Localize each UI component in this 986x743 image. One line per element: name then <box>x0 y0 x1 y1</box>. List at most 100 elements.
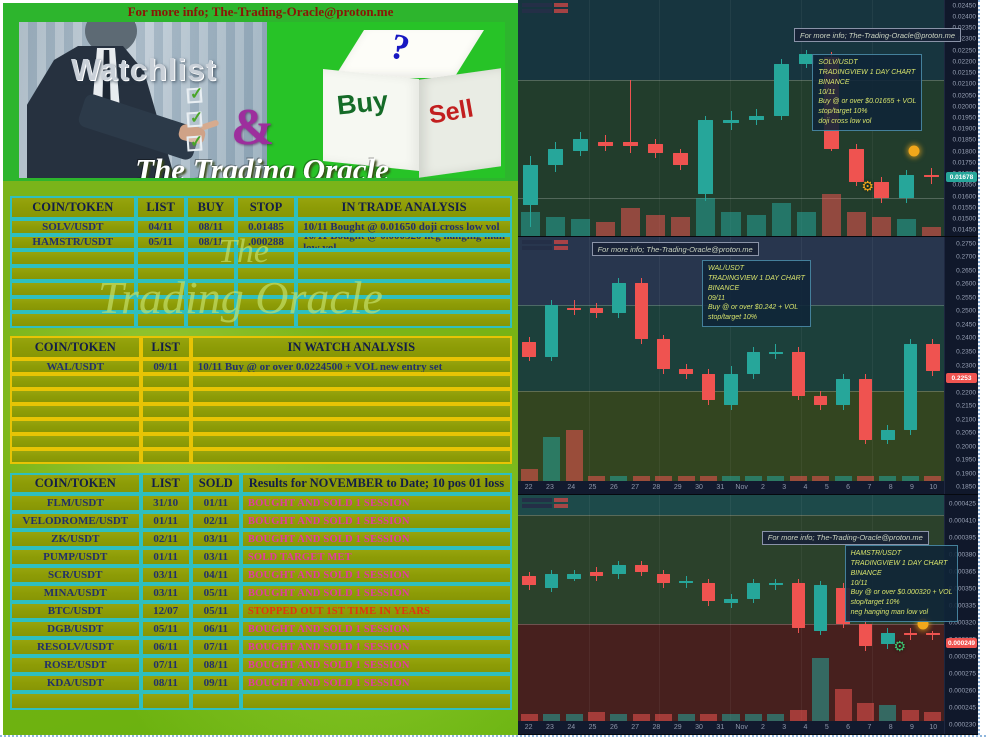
price-tick: 0.02450 <box>952 2 977 10</box>
grid-line <box>588 495 590 721</box>
volume-bar <box>812 476 830 481</box>
price-axis[interactable]: 0.2750 0.2700 0.2650 0.2600 0.2550 0.2500 0.24… <box>944 237 978 494</box>
candlestick-chart-solv: 0.02450 0.02400 0.02350 0.02300 0.02250 0.022… <box>518 0 978 237</box>
table-cell <box>190 692 241 710</box>
candle-body <box>791 351 805 396</box>
table-cell: BOUGHT AND SOLD 1 SESSION <box>240 620 512 638</box>
table-cell <box>140 389 191 404</box>
table-cell <box>10 404 141 419</box>
buy-label: Buy <box>335 85 390 121</box>
volume-bar <box>543 437 561 481</box>
table-cell <box>190 419 512 434</box>
price-tick: 0.01650 <box>952 181 977 189</box>
volume-bar <box>587 476 605 481</box>
time-tick: 26 <box>609 484 618 491</box>
table-cell: DGB/USDT <box>10 620 141 638</box>
time-tick: 6 <box>846 724 851 731</box>
price-tick: 0.2000 <box>956 443 976 451</box>
table-cell <box>10 374 141 389</box>
price-tick: 0.2050 <box>956 429 976 437</box>
volume-bar <box>632 476 650 481</box>
note-line: BINANCE <box>708 284 740 292</box>
current-price-tag: 0.01678 <box>946 172 977 182</box>
price-tick: 0.02000 <box>952 103 977 111</box>
table-cell: BOUGHT AND SOLD 1 SESSION <box>240 584 512 602</box>
note-line: TRADINGVIEW 1 DAY CHART <box>818 69 916 77</box>
bottom-margin <box>0 735 986 743</box>
table-cell <box>140 419 191 434</box>
price-axis[interactable]: 0.000425 0.000410 0.000395 0.000380 0.000365… <box>944 495 978 734</box>
table-row: SCR/USDT 03/11 04/11 BOUGHT AND SOLD 1 SESS… <box>10 566 512 584</box>
table-cell: HAMSTR/USDT <box>10 234 136 250</box>
watchlist-title: Watchlist <box>71 52 217 87</box>
price-tick: 0.000395 <box>948 534 976 542</box>
price-tick: 0.2400 <box>956 334 976 342</box>
candle-body <box>724 598 738 604</box>
table-cell: 10/11 Bought @ 0.01650 doji cross low vo… <box>296 219 512 235</box>
table-cell: .000288 <box>235 234 297 250</box>
candle-body <box>623 141 639 147</box>
results-table: COIN/TOKEN LIST SOLD Results for NOVEMBER t… <box>10 473 512 710</box>
candle-body <box>898 174 914 199</box>
price-tick: 0.2150 <box>956 402 976 410</box>
time-axis[interactable]: 22 23 24 25 26 27 28 29 30 31 Nov 2 3 4 5 6 7 8 9 10 <box>518 721 944 734</box>
volume-bar <box>746 214 766 236</box>
candle-body <box>673 153 689 166</box>
candlestick-chart-hamstr: 0.000425 0.000410 0.000395 0.000380 0.000365… <box>518 495 978 735</box>
ampersand: & <box>231 99 275 156</box>
volume-bar <box>896 219 916 236</box>
table-row <box>10 250 512 266</box>
header-cell: STOP <box>235 196 297 219</box>
volume-bar <box>696 198 716 236</box>
note-line: doji cross low vol <box>818 118 872 126</box>
header-cell: COIN/TOKEN <box>10 336 141 359</box>
price-tick: 0.2700 <box>956 253 976 261</box>
time-tick: 28 <box>652 484 661 491</box>
candle-body <box>567 574 581 579</box>
candle-body <box>544 305 559 357</box>
chart-plot-area[interactable] <box>518 237 944 481</box>
table-cell: 05/11 <box>190 602 241 620</box>
time-tick: 24 <box>567 484 576 491</box>
candle-body <box>791 583 805 629</box>
current-price-tag: 0.000249 <box>946 638 977 649</box>
time-tick: 24 <box>567 724 576 731</box>
time-tick: 31 <box>716 484 725 491</box>
volume-bar <box>721 212 741 236</box>
note-line: Buy @ or over $0.01655 + VOL <box>818 98 917 106</box>
table-cell <box>185 296 236 312</box>
banner: For more info; The-Trading-Oracle@proton… <box>3 3 518 181</box>
price-tick: 0.01800 <box>952 148 977 156</box>
table-cell: VELODROME/USDT <box>10 512 141 530</box>
candle-body <box>598 141 614 147</box>
table-cell <box>235 281 297 297</box>
table-cell <box>140 692 191 710</box>
volume-bar <box>722 714 740 721</box>
note-line: WAL/USDT <box>708 265 745 273</box>
price-tick: 0.2500 <box>956 307 976 315</box>
candle-body <box>522 576 536 586</box>
candle-body <box>612 565 626 575</box>
table-cell <box>190 389 512 404</box>
price-tick: 0.02100 <box>952 80 977 88</box>
table-cell <box>10 312 136 328</box>
volume-bar <box>700 714 718 721</box>
candlestick-chart-wal: 0.2750 0.2700 0.2650 0.2600 0.2550 0.2500 0.24… <box>518 237 978 495</box>
table-cell: BOUGHT AND SOLD 1 SESSION <box>240 638 512 656</box>
table-cell: 05/11 <box>140 620 191 638</box>
chart-legend <box>522 240 568 252</box>
time-tick: 4 <box>803 484 808 491</box>
candle-body <box>769 351 783 355</box>
candle-body <box>746 583 761 599</box>
candle-body <box>724 373 738 406</box>
table-cell: ROSE/USDT <box>10 656 141 674</box>
info-label: For more info; The-Trading-Oracle@proton… <box>794 28 962 43</box>
table-row: ROSE/USDT 07/11 08/11 BOUGHT AND SOLD 1 SES… <box>10 656 512 674</box>
volume-bar <box>744 714 762 721</box>
time-tick: 2 <box>760 724 765 731</box>
time-axis[interactable]: 22 23 24 25 26 27 28 29 30 31 Nov 2 3 4 5 6 7 8 9 10 <box>518 481 944 494</box>
table-cell: 09/11 <box>190 674 241 692</box>
price-tick: 0.000365 <box>948 568 976 576</box>
time-tick: 30 <box>695 724 703 731</box>
table-cell <box>185 250 236 266</box>
